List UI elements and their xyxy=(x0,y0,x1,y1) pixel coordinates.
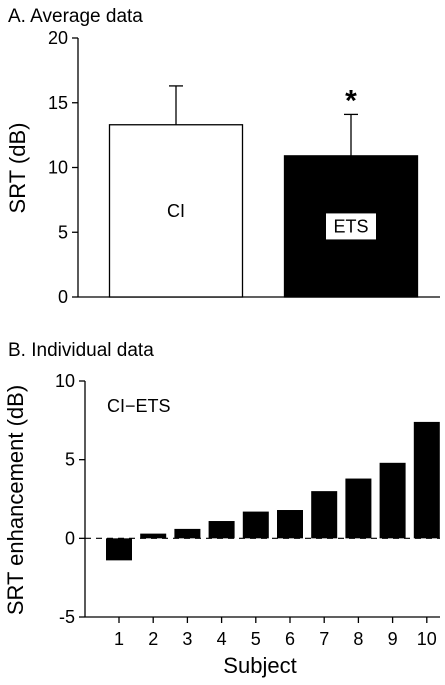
bar-subject-5 xyxy=(242,511,269,539)
bar-subject-7 xyxy=(311,491,338,539)
panel-b-x-tick-label: 10 xyxy=(417,629,437,649)
bar-subject-9 xyxy=(379,462,406,539)
panel-b-title: B. Individual data xyxy=(8,340,154,361)
bar-label-ets: ETS xyxy=(333,216,368,236)
bar-subject-2 xyxy=(140,533,167,539)
panel-b-y-tick-label: -5 xyxy=(59,607,75,627)
panel-a-y-tick-label: 5 xyxy=(58,222,68,242)
panel-b-y-axis-label: SRT enhancement (dB) xyxy=(3,385,28,615)
panel-b-individual-data: B. Individual data SRT enhancement (dB) … xyxy=(3,340,440,678)
panel-b-x-tick-label: 7 xyxy=(319,629,329,649)
panel-b-x-tick-label: 9 xyxy=(388,629,398,649)
bar-subject-4 xyxy=(208,521,235,539)
panel-b-y-ticks: -5 0 5 10 xyxy=(55,371,85,627)
bar-subject-6 xyxy=(277,510,303,539)
panel-a-y-tick-label: 15 xyxy=(48,93,68,113)
bar-subject-8 xyxy=(345,478,372,539)
panel-a-y-axis-label: SRT (dB) xyxy=(5,123,30,214)
panel-b-x-tick-label: 5 xyxy=(251,629,261,649)
panel-b-x-tick-label: 2 xyxy=(148,629,158,649)
panel-a-y-tick-label: 20 xyxy=(48,28,68,48)
panel-b-x-ticks: 1 2 3 4 5 6 7 8 9 10 xyxy=(114,617,437,649)
panel-a-bars xyxy=(108,124,419,298)
panel-a-error-bars xyxy=(169,85,358,156)
bar-label-ci: CI xyxy=(167,201,185,221)
bar-ci xyxy=(108,124,244,298)
panel-b-x-tick-label: 8 xyxy=(353,629,363,649)
panel-a-y-tick-label: 10 xyxy=(48,158,68,178)
panel-a-y-tick-label: 0 xyxy=(58,287,68,307)
panel-b-annotation: CI−ETS xyxy=(107,396,171,416)
significance-marker: * xyxy=(345,84,357,117)
panel-b-y-tick-label: 5 xyxy=(65,450,75,470)
bar-subject-1 xyxy=(106,538,132,561)
panel-b-y-tick-label: 10 xyxy=(55,371,75,391)
panel-a-title: A. Average data xyxy=(8,6,143,27)
panel-b-x-tick-label: 4 xyxy=(217,629,227,649)
panel-b-bars xyxy=(106,421,440,561)
bar-subject-3 xyxy=(174,528,201,539)
panel-b-y-tick-label: 0 xyxy=(65,528,75,548)
panel-b-x-axis-label: Subject xyxy=(223,653,296,678)
bar-subject-10 xyxy=(413,421,440,539)
panel-a-y-ticks: 0 5 10 15 20 xyxy=(48,28,78,307)
bar-label-background xyxy=(326,213,376,240)
panel-a-bar-labels: CI ETS xyxy=(167,201,376,240)
panel-b-x-tick-label: 1 xyxy=(114,629,124,649)
panel-b-x-tick-label: 6 xyxy=(285,629,295,649)
panel-b-x-tick-label: 3 xyxy=(182,629,192,649)
